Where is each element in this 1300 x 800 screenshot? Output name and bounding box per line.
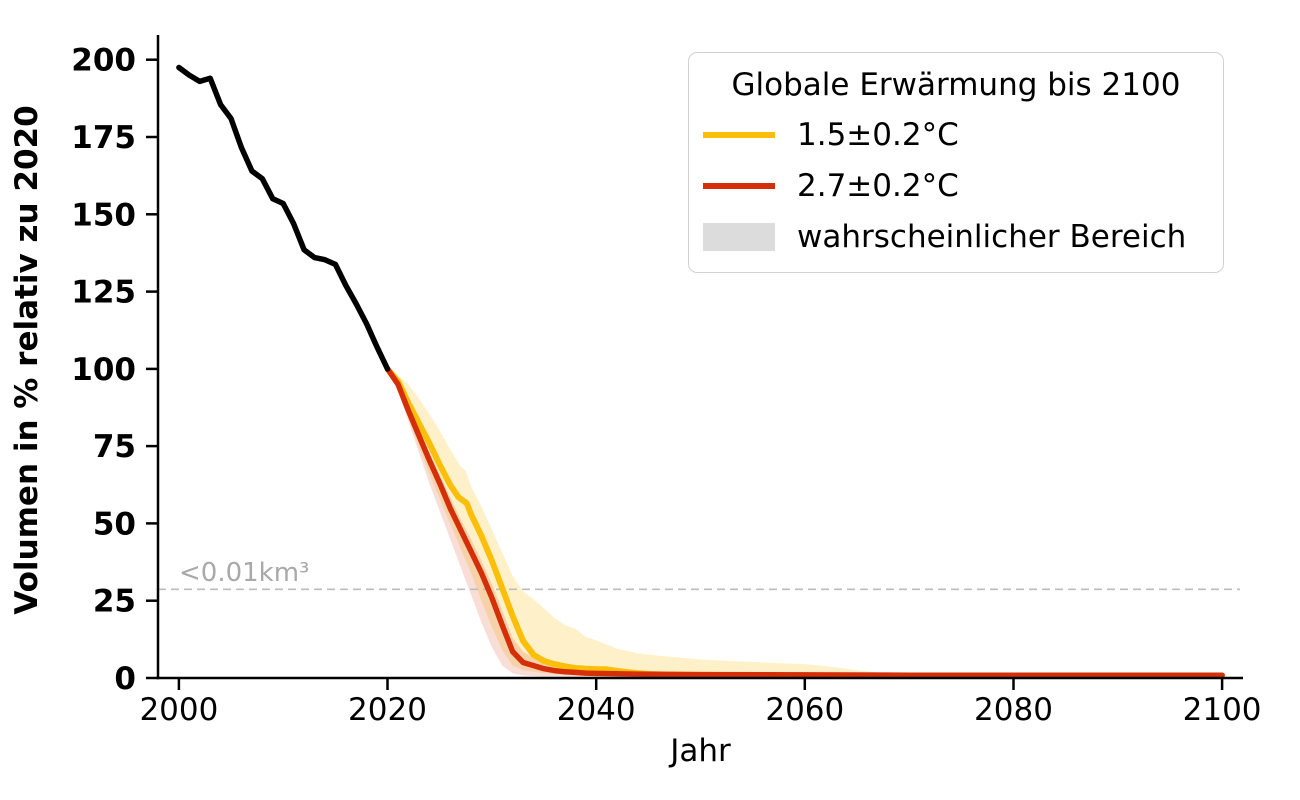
y-tick-label: 150 bbox=[71, 197, 136, 233]
legend-rows: 1.5±0.2°C 2.7±0.2°C wahrscheinlicher Berei… bbox=[695, 109, 1217, 262]
y-tick-label: 125 bbox=[71, 275, 136, 311]
x-tick-label: 2100 bbox=[1183, 692, 1262, 728]
x-tick-label: 2060 bbox=[765, 692, 844, 728]
plot-layer bbox=[158, 64, 1240, 679]
x-tick-label: 2080 bbox=[974, 692, 1053, 728]
x-tick-label: 2000 bbox=[139, 692, 218, 728]
y-tick-label: 75 bbox=[93, 429, 136, 465]
legend-label: 1.5±0.2°C bbox=[797, 116, 959, 153]
legend-entry: 1.5±0.2°C bbox=[695, 109, 1217, 160]
x-axis-label: Jahr bbox=[670, 733, 731, 769]
series-historical-black bbox=[176, 64, 391, 372]
legend-label: 2.7±0.2°C bbox=[797, 167, 959, 204]
band-2p7 bbox=[387, 368, 701, 677]
y-tick-label: 50 bbox=[93, 506, 136, 542]
legend-entry: 2.7±0.2°C bbox=[695, 160, 1217, 211]
y-axis-label: Volumen in % relativ zu 2020 bbox=[9, 105, 45, 615]
y-tick-label: 25 bbox=[93, 584, 136, 620]
y-tick-label: 100 bbox=[71, 352, 136, 388]
y-tick-label: 0 bbox=[114, 661, 136, 697]
band-1p5 bbox=[387, 368, 930, 676]
legend-line-swatch bbox=[703, 131, 775, 138]
axes-layer: 2000 2020 2040 2060 2080 2100 0 25 50 75 100 125 150… bbox=[71, 35, 1262, 728]
y-tick-label: 175 bbox=[71, 120, 136, 156]
legend-patch-swatch bbox=[703, 222, 775, 251]
legend-label: wahrscheinlicher Bereich bbox=[797, 218, 1187, 255]
threshold-annotation: <0.01km³ bbox=[179, 558, 309, 588]
series-warming-2p7 bbox=[384, 366, 1225, 678]
legend: Globale Erwärmung bis 2100 1.5±0.2°C 2.7±… bbox=[688, 52, 1224, 273]
x-tick-label: 2040 bbox=[557, 692, 636, 728]
legend-title: Globale Erwärmung bis 2100 bbox=[731, 67, 1181, 103]
legend-line-swatch bbox=[703, 182, 775, 189]
legend-entry: wahrscheinlicher Bereich bbox=[695, 211, 1217, 262]
x-tick-label: 2020 bbox=[348, 692, 427, 728]
y-tick-label: 200 bbox=[71, 43, 136, 79]
